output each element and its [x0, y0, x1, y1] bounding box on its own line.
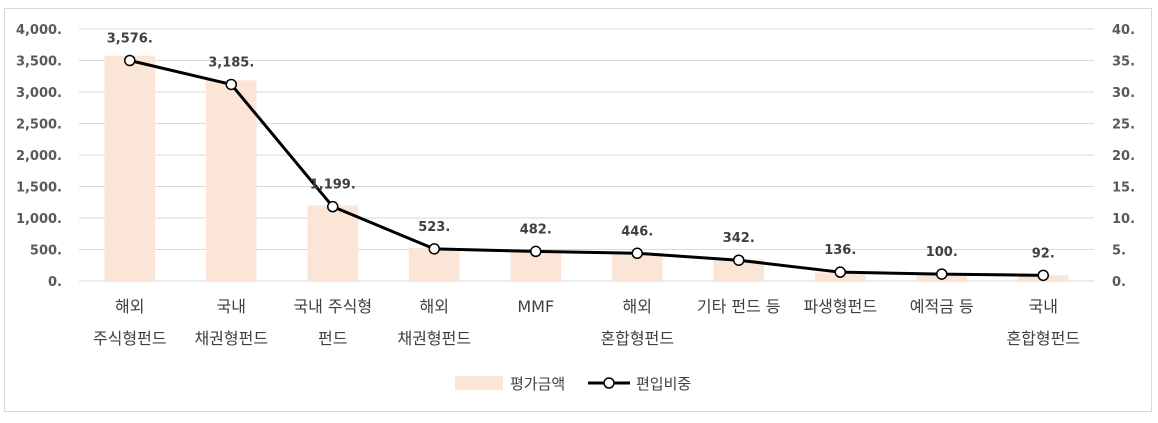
legend-swatch-bar	[455, 376, 503, 390]
left-axis-tick-label: 1,000.	[16, 212, 62, 227]
left-axis-tick-label: 2,500.	[16, 118, 62, 133]
bar	[104, 55, 156, 281]
data-label: 523.	[418, 220, 450, 235]
line-point	[733, 254, 745, 266]
legend-label: 편입비중	[636, 375, 691, 393]
line-point	[225, 78, 237, 91]
line-point	[631, 247, 643, 260]
line-series	[129, 59, 1044, 277]
right-axis-tick-label: 15.	[1112, 181, 1135, 196]
category-label: 기타 펀드 등	[697, 297, 781, 316]
data-label: 136.	[824, 243, 856, 258]
line-point	[124, 54, 136, 67]
data-label: 3,185.	[208, 55, 254, 70]
line-point	[936, 268, 948, 280]
category-label: 주식형펀드	[93, 329, 167, 348]
category-label: 해외	[115, 297, 144, 316]
left-axis-tick-label: 3,000.	[16, 86, 62, 101]
right-axis-tick-label: 0.	[1112, 275, 1126, 290]
left-axis-tick-label: 1,500.	[16, 181, 62, 196]
category-label: 펀드	[318, 329, 347, 348]
chart-frame	[4, 8, 1152, 412]
category-label: 예적금 등	[910, 297, 974, 316]
line-point	[327, 200, 339, 213]
left-axis-tick-label: 2,000.	[16, 149, 62, 164]
left-axis-tick-label: 4,000.	[16, 23, 62, 38]
bar	[205, 80, 257, 281]
data-label: 446.	[621, 224, 653, 239]
left-axis-tick-label: 3,500.	[16, 55, 62, 70]
data-label: 100.	[926, 245, 958, 260]
data-label: 482.	[520, 222, 552, 237]
right-axis-tick-label: 40.	[1112, 23, 1135, 38]
right-axis-tick-label: 30.	[1112, 86, 1135, 101]
right-axis-tick-label: 5.	[1112, 244, 1126, 259]
data-label: 92.	[1032, 246, 1055, 261]
data-label: 1,199.	[310, 178, 356, 193]
category-label: 파생형펀드	[803, 297, 877, 316]
data-label: 342.	[723, 231, 755, 246]
line-point	[428, 243, 440, 255]
right-axis-tick-label: 20.	[1112, 149, 1135, 164]
category-label: 국내 주식형	[293, 297, 372, 316]
category-label: 혼합형펀드	[600, 329, 674, 348]
category-label: 혼합형펀드	[1006, 329, 1080, 348]
line-point	[530, 245, 542, 258]
bar	[307, 205, 359, 281]
category-label: 국내	[1029, 297, 1058, 316]
left-axis-tick-label: 0.	[48, 275, 62, 290]
legend-label: 평가금액	[510, 375, 565, 393]
data-label: 3,576.	[107, 32, 153, 47]
left-axis-tick-label: 500.	[30, 244, 62, 259]
category-label: 채권형펀드	[194, 329, 268, 348]
right-axis-tick-label: 35.	[1112, 55, 1135, 70]
right-axis-tick-label: 10.	[1112, 212, 1135, 227]
category-label: 국내	[217, 297, 246, 316]
legend-swatch-marker	[603, 377, 615, 389]
right-axis-tick-label: 25.	[1112, 118, 1135, 133]
category-label: 해외	[420, 297, 449, 316]
bar	[713, 259, 765, 281]
line-point	[1037, 269, 1049, 282]
category-label: MMF	[517, 297, 554, 316]
line-point	[834, 266, 846, 278]
category-label: 해외	[623, 297, 652, 316]
category-label: 채권형펀드	[397, 329, 471, 348]
